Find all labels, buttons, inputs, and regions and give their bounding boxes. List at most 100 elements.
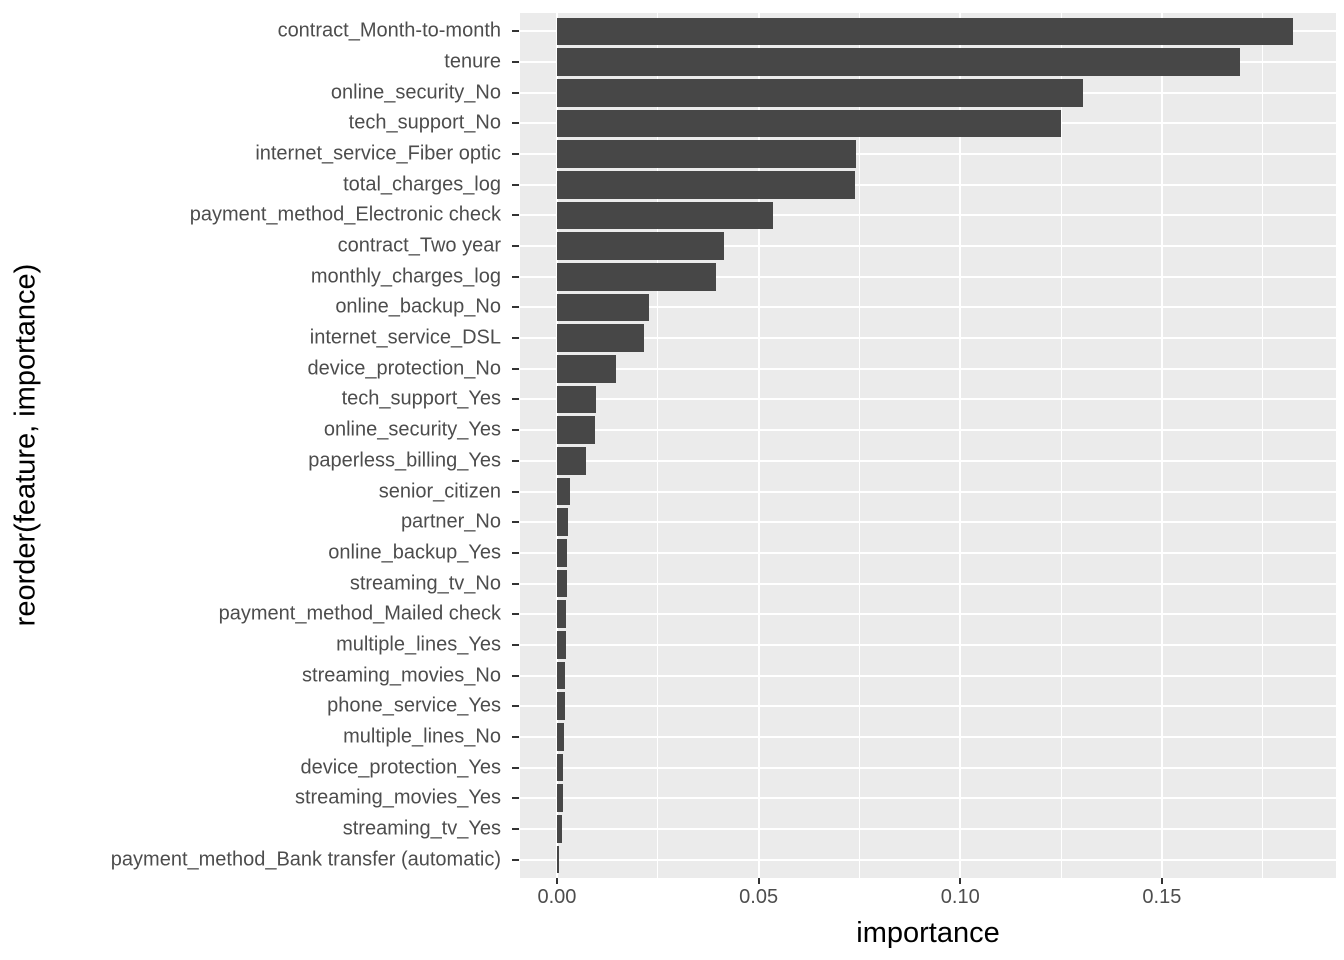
gridline-horizontal-major: [520, 153, 1336, 156]
y-tick-label: internet_service_Fiber optic: [255, 142, 501, 165]
x-tick-mark: [959, 878, 962, 884]
y-tick-mark: [512, 551, 519, 554]
bar: [556, 293, 649, 322]
y-tick-label: multiple_lines_No: [343, 725, 501, 748]
y-tick-mark: [512, 214, 519, 217]
y-tick-label: online_backup_Yes: [328, 541, 501, 564]
y-tick-mark: [512, 766, 519, 769]
bar: [556, 845, 559, 874]
y-tick-mark: [512, 91, 519, 94]
y-tick-label: total_charges_log: [343, 173, 501, 196]
bar: [556, 109, 1062, 138]
gridline-horizontal-major: [520, 613, 1336, 616]
x-tick-mark: [555, 878, 558, 884]
gridline-horizontal-major: [520, 582, 1336, 585]
gridline-horizontal-major: [520, 275, 1336, 278]
bar: [556, 784, 564, 813]
gridline-horizontal-major: [520, 367, 1336, 370]
bar: [556, 262, 716, 291]
gridline-horizontal-major: [520, 183, 1336, 186]
y-tick-label: monthly_charges_log: [310, 265, 501, 288]
y-tick-mark: [512, 429, 519, 432]
y-tick-label: multiple_lines_Yes: [336, 633, 501, 656]
gridline-vertical-major: [555, 13, 558, 878]
y-tick-label: online_backup_No: [335, 295, 501, 318]
bar: [556, 170, 855, 199]
bar: [556, 508, 568, 536]
gridline-vertical-minor: [858, 13, 860, 878]
bar: [556, 324, 644, 352]
y-tick-label: device_protection_No: [307, 357, 501, 380]
bar: [556, 355, 616, 383]
y-tick-mark: [512, 582, 519, 585]
y-tick-mark: [512, 122, 519, 125]
bar: [556, 17, 1294, 46]
gridline-horizontal-major: [520, 674, 1336, 677]
y-tick-mark: [512, 735, 519, 738]
y-tick-label: streaming_movies_Yes: [294, 786, 501, 809]
gridline-horizontal-major: [520, 429, 1336, 432]
y-tick-label: contract_Month-to-month: [277, 19, 501, 42]
y-tick-mark: [512, 245, 519, 248]
y-tick-mark: [512, 275, 519, 278]
x-tick-label: 0.00: [537, 886, 577, 908]
bar: [556, 78, 1083, 107]
bar: [556, 447, 586, 475]
bar: [556, 416, 596, 444]
y-tick-label: partner_No: [400, 510, 501, 533]
bar: [556, 385, 597, 414]
y-tick-label: tenure: [444, 50, 501, 73]
x-tick-label: 0.15: [1142, 886, 1182, 908]
gridline-vertical-minor: [1262, 13, 1264, 878]
bar: [556, 815, 562, 843]
bar: [556, 631, 566, 659]
y-tick-mark: [512, 367, 519, 370]
x-tick-label: 0.10: [940, 886, 980, 908]
y-tick-label: streaming_tv_No: [349, 572, 501, 595]
y-tick-mark: [512, 521, 519, 524]
y-tick-label: payment_method_Mailed check: [218, 602, 501, 625]
bar: [556, 753, 564, 782]
plot-panel: [520, 13, 1336, 878]
gridline-horizontal-major: [520, 306, 1336, 309]
y-tick-mark: [512, 153, 519, 156]
gridline-vertical-minor: [1060, 13, 1062, 878]
y-tick-label: online_security_No: [330, 81, 501, 104]
gridline-horizontal-major: [520, 245, 1336, 248]
gridline-horizontal-major: [520, 827, 1336, 830]
y-tick-mark: [512, 30, 519, 33]
y-tick-label: streaming_movies_No: [302, 664, 501, 687]
gridline-horizontal-major: [520, 337, 1336, 340]
y-tick-mark: [512, 858, 519, 861]
gridline-vertical-major: [959, 13, 962, 878]
y-tick-mark: [512, 183, 519, 186]
x-tick-mark: [757, 878, 760, 884]
gridline-horizontal-major: [520, 858, 1336, 861]
y-tick-mark: [512, 827, 519, 830]
y-tick-label: internet_service_DSL: [309, 326, 501, 349]
gridline-horizontal-major: [520, 643, 1336, 646]
gridline-horizontal-major: [520, 705, 1336, 708]
bar: [556, 201, 774, 230]
y-tick-label: online_security_Yes: [323, 418, 501, 441]
bar: [556, 692, 565, 721]
bar: [556, 539, 568, 567]
x-tick-mark: [1160, 878, 1163, 884]
y-tick-label: payment_method_Bank transfer (automatic): [110, 848, 501, 871]
gridline-horizontal-major: [520, 398, 1336, 401]
y-tick-label: tech_support_Yes: [341, 387, 501, 410]
bar: [556, 48, 1241, 76]
y-tick-mark: [512, 613, 519, 616]
gridline-horizontal-major: [520, 459, 1336, 462]
bar: [556, 661, 565, 690]
y-tick-mark: [512, 306, 519, 309]
gridline-horizontal-major: [520, 521, 1336, 524]
y-tick-label: senior_citizen: [378, 480, 501, 502]
y-tick-mark: [512, 643, 519, 646]
gridline-vertical-major: [1160, 13, 1163, 878]
bar: [556, 140, 856, 168]
y-tick-mark: [512, 490, 519, 493]
y-tick-label: payment_method_Electronic check: [189, 203, 501, 226]
y-axis-title: reorder(feature, importance): [9, 263, 42, 627]
